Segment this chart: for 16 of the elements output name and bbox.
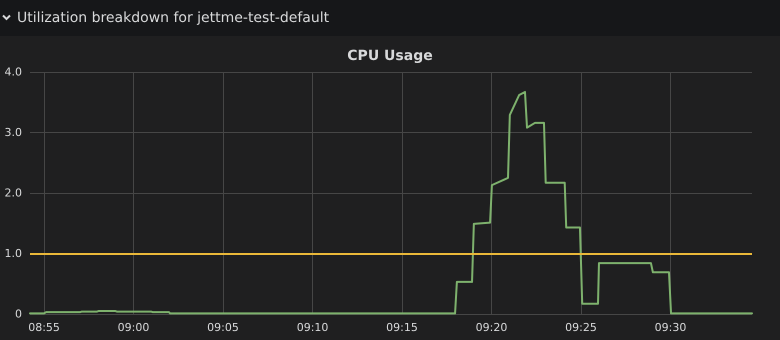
- x-tick-label: 08:55: [28, 321, 60, 334]
- x-tick-label: 09:00: [118, 321, 150, 334]
- x-tick-label: 09:25: [565, 321, 597, 334]
- y-tick-label: 1.0: [4, 247, 22, 260]
- chart-subtitle: CPU Usage: [347, 48, 433, 64]
- x-tick-label: 09:10: [296, 321, 328, 334]
- x-tick-label: 09:20: [476, 321, 508, 334]
- y-tick-label: 3.0: [4, 126, 22, 139]
- x-tick-label: 09:05: [207, 321, 239, 334]
- x-tick-label: 09:15: [386, 321, 418, 334]
- line-series: [29, 90, 753, 314]
- y-tick-label: 2.0: [4, 186, 22, 200]
- x-tick-label: 09:30: [654, 321, 686, 334]
- y-tick-label: 0: [15, 308, 22, 320]
- chart-title: Utilization breakdown for jettme-test-default: [17, 10, 330, 26]
- y-tick-label: 4.0: [4, 66, 22, 78]
